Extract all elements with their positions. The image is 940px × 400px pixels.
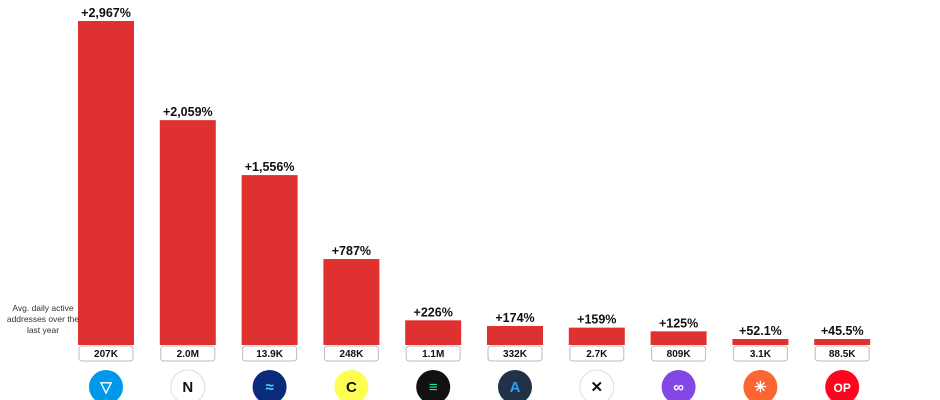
solana-icon-glyph: ≡ (429, 379, 438, 396)
address-count: 3.1K (750, 349, 772, 360)
bar-8 (732, 339, 789, 345)
axelar-icon-glyph: ✕ (591, 379, 604, 396)
celo-icon (334, 370, 369, 400)
bar-value-label: +1,556% (245, 160, 295, 174)
bar-2 (241, 175, 298, 345)
address-count-box (242, 345, 298, 362)
address-count-box (569, 345, 625, 362)
injective-icon (252, 370, 287, 400)
ton-icon (89, 370, 123, 400)
ton-icon-glyph: ▽ (99, 379, 112, 396)
bar-6 (568, 327, 625, 345)
address-count: 13.9K (256, 349, 283, 360)
bar-value-label: +45.5% (821, 324, 864, 338)
bar-value-label: +226% (414, 305, 453, 319)
bar-7 (650, 331, 707, 345)
address-count-box (651, 345, 707, 362)
celo-icon-glyph: C (346, 379, 357, 396)
address-count: 1.1M (422, 349, 444, 360)
address-count-box (487, 345, 543, 362)
injective-icon-glyph: ≈ (265, 379, 273, 396)
address-count: 88.5K (829, 349, 856, 360)
axelar-icon (579, 369, 615, 400)
address-count: 809K (667, 349, 692, 360)
bar-value-label: +787% (332, 244, 371, 258)
bar-value-label: +52.1% (739, 324, 782, 338)
address-count-box (405, 345, 461, 362)
bar-value-label: +159% (577, 313, 616, 327)
polygon-icon-glyph: ∞ (673, 379, 684, 396)
bar-value-label: +2,967% (81, 6, 131, 20)
row-label: Avg. daily active addresses over the las… (6, 303, 80, 335)
bar-value-label: +125% (659, 316, 698, 330)
optimism-icon-glyph: OP (834, 381, 851, 395)
arbitrum-icon-glyph: A (510, 379, 521, 396)
address-count-box (323, 345, 379, 362)
bar-value-label: +174% (495, 311, 534, 325)
bar-0 (78, 21, 134, 345)
bar-1 (159, 120, 216, 346)
near-icon-glyph: N (182, 379, 193, 396)
polygon-icon (661, 370, 696, 400)
address-count-box (814, 345, 870, 362)
bar-5 (487, 325, 543, 345)
address-count: 2.0M (177, 349, 199, 360)
address-count: 332K (503, 349, 528, 360)
bar-3 (323, 259, 380, 345)
address-count-box (78, 345, 134, 362)
address-count-box (160, 345, 216, 362)
stacks-icon-glyph: ✳ (754, 379, 767, 396)
bar-4 (405, 320, 462, 345)
address-count: 2.7K (586, 349, 608, 360)
stacks-icon (743, 370, 778, 400)
solana-icon (416, 370, 451, 400)
address-count: 207K (94, 349, 119, 360)
arbitrum-icon (498, 370, 532, 400)
bar-9 (814, 339, 871, 345)
bar-value-label: +2,059% (163, 105, 213, 119)
address-count-box (732, 345, 788, 362)
optimism-icon (825, 370, 860, 400)
near-icon (170, 369, 206, 400)
address-count: 248K (339, 349, 364, 360)
